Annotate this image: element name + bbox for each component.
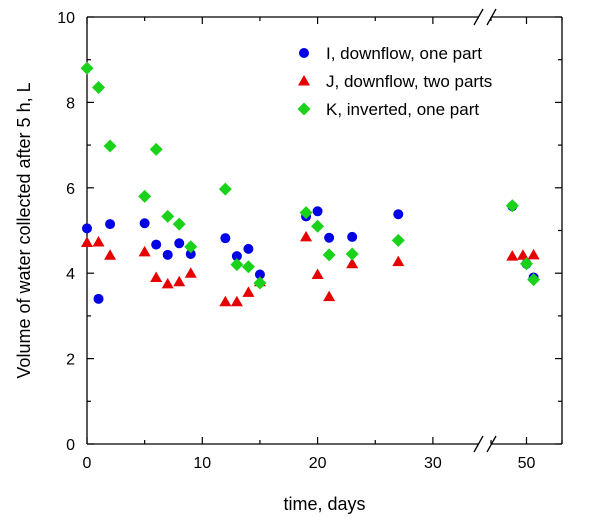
data-point <box>253 276 267 290</box>
data-point <box>185 248 196 259</box>
data-point <box>323 290 336 302</box>
y-tick-label: 10 <box>57 10 75 27</box>
data-point <box>345 247 359 261</box>
data-point <box>527 248 540 260</box>
data-point <box>254 269 265 280</box>
y-tick-label: 8 <box>66 95 75 112</box>
data-point <box>138 245 151 257</box>
data-point <box>506 250 519 261</box>
data-point <box>92 80 106 94</box>
y-tick-label: 4 <box>66 266 75 283</box>
data-point <box>218 182 232 196</box>
data-point <box>173 275 186 287</box>
x-axis-title: time, days <box>283 494 365 514</box>
axis-break-mark <box>473 8 484 26</box>
y-tick-label: 2 <box>66 352 75 369</box>
data-point <box>138 189 152 203</box>
data-point <box>81 236 93 247</box>
data-point <box>300 230 313 242</box>
data-point <box>243 243 254 254</box>
legend-marker <box>297 102 311 116</box>
data-point <box>322 248 336 262</box>
data-point <box>505 199 519 213</box>
x-tick-label: 20 <box>309 455 327 472</box>
data-point <box>312 206 323 217</box>
series-triangle <box>81 230 540 307</box>
y-axis-title: Volume of water collected after 5 h, L <box>14 82 34 378</box>
legend-entry: J, downflow, two parts <box>326 72 492 91</box>
data-point <box>299 206 313 220</box>
x-tick-label: 50 <box>518 455 536 472</box>
data-point <box>311 219 325 233</box>
data-point <box>391 233 405 247</box>
y-tick-label: 6 <box>66 181 75 198</box>
data-point <box>151 239 162 250</box>
legend-marker <box>298 75 310 86</box>
axis-break-mark <box>473 435 484 453</box>
data-point <box>393 209 404 220</box>
data-point <box>520 257 533 271</box>
data-point <box>527 273 541 287</box>
series-circle <box>82 201 539 304</box>
data-point <box>242 286 255 297</box>
data-point <box>150 271 163 282</box>
data-point <box>104 249 117 260</box>
data-point <box>161 277 174 289</box>
data-point <box>80 61 94 75</box>
data-point <box>139 218 150 229</box>
data-point <box>516 249 529 260</box>
data-point <box>105 219 116 230</box>
x-tick-label: 10 <box>193 455 211 472</box>
y-tick-label: 0 <box>66 437 75 454</box>
x-tick-label: 30 <box>424 455 442 472</box>
series-diamond <box>80 61 541 290</box>
data-marks <box>80 61 541 307</box>
x-tick-label: 0 <box>83 455 92 472</box>
data-point <box>82 223 92 234</box>
data-point <box>149 142 163 156</box>
data-point <box>174 238 185 249</box>
data-point <box>347 231 358 242</box>
legend-entry: K, inverted, one part <box>326 100 479 119</box>
data-point <box>324 232 335 243</box>
data-point <box>230 258 244 272</box>
data-point <box>346 257 359 269</box>
data-point <box>220 233 231 244</box>
data-point <box>230 295 243 307</box>
data-point <box>392 255 405 267</box>
axes: 0 2 4 6 8 10 0 10 20 30 50 <box>57 8 563 472</box>
data-point <box>184 240 198 254</box>
data-point <box>92 236 105 247</box>
data-point <box>103 139 117 153</box>
legend-entry: I, downflow, one part <box>326 44 482 63</box>
legend: I, downflow, one part J, downflow, two pa… <box>297 44 492 119</box>
data-point <box>311 268 324 279</box>
data-point <box>231 251 242 262</box>
legend-marker <box>299 48 309 58</box>
data-point <box>161 209 175 223</box>
data-point <box>241 260 255 274</box>
data-point <box>172 217 186 231</box>
data-point <box>93 293 104 304</box>
data-point <box>162 249 173 260</box>
data-point <box>219 295 232 307</box>
data-point <box>184 267 197 278</box>
